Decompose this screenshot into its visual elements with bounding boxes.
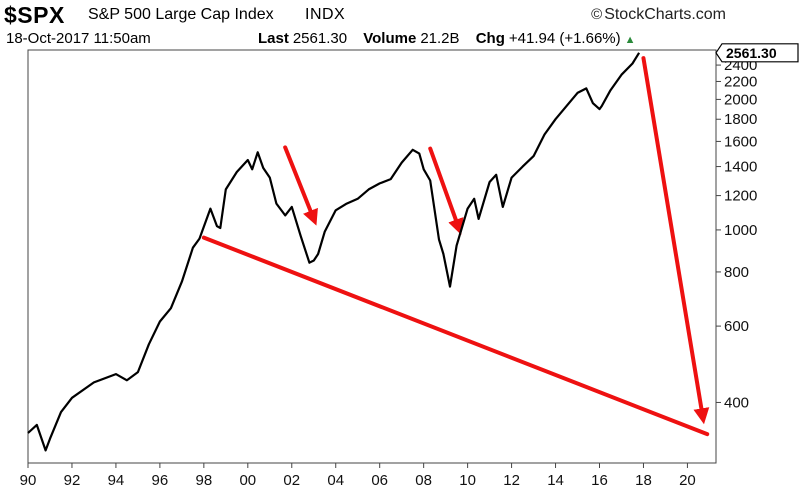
x-tick-label: 12 [503, 472, 520, 489]
y-axis: 4006008001000120014001600180020002200240… [716, 57, 757, 411]
annotation-layer [201, 56, 710, 437]
x-tick-label: 14 [547, 472, 564, 489]
y-tick-label: 800 [724, 264, 749, 281]
y-tick-label: 1400 [724, 159, 757, 176]
red-arrow-3 [641, 56, 710, 425]
x-tick-label: 08 [415, 472, 432, 489]
change-label: Chg [475, 30, 505, 47]
change-value: +41.94 (+1.66%) [508, 30, 621, 47]
last-price-tag [715, 43, 799, 63]
y-tick-label: 2200 [724, 73, 757, 90]
chart-header: $SPX S&P 500 Large Cap Index INDX © Stock… [0, 0, 800, 50]
index-name: S&P 500 Large Cap Index [88, 6, 274, 23]
x-tick-label: 96 [152, 472, 169, 489]
last-price-label: 2561.30 [726, 45, 777, 61]
x-tick-label: 98 [196, 472, 213, 489]
copyright-icon: © [591, 6, 603, 23]
x-tick-label: 10 [459, 472, 476, 489]
x-tick-label: 90 [20, 472, 37, 489]
x-tick-label: 04 [327, 472, 344, 489]
last-value: 2561.30 [292, 30, 348, 47]
y-tick-label: 2000 [724, 91, 757, 108]
x-tick-label: 20 [679, 472, 696, 489]
series-layer [27, 52, 641, 452]
brand-name: StockCharts.com [604, 6, 726, 23]
up-arrow-icon: ▲ [624, 34, 636, 46]
x-tick-label: 00 [239, 472, 256, 489]
last-label: Last [258, 30, 289, 47]
x-axis: 90 92 94 96 98 00 02 04 06 08 10 12 14 16 18 20 [20, 463, 696, 489]
y-tick-label: 1000 [724, 222, 757, 239]
volume-label: Volume [363, 30, 417, 47]
last-price-layer: 2561.30 [715, 43, 799, 63]
y-tick-label: 1200 [724, 188, 757, 205]
red-arrow-1 [283, 145, 318, 226]
y-tick-label: 1600 [724, 133, 757, 150]
quote-datetime: 18-Oct-2017 11:50am [6, 30, 151, 47]
y-tick-label: 1800 [724, 111, 757, 128]
x-tick-label: 92 [64, 472, 81, 489]
x-tick-label: 06 [371, 472, 388, 489]
quote-summary: Last 2561.30 Volume 21.2B Chg +41.94 (+1.66… [258, 30, 636, 47]
support-trendline [201, 235, 710, 437]
brand-watermark[interactable]: © StockCharts.com [591, 6, 726, 24]
x-tick-label: 02 [283, 472, 300, 489]
plot-border [27, 49, 717, 464]
x-tick-label: 16 [591, 472, 608, 489]
ticker-symbol[interactable]: $SPX [4, 2, 65, 28]
volume-value: 21.2B [420, 30, 460, 47]
plot-frame [27, 49, 717, 464]
y-tick-label: 600 [724, 318, 749, 335]
y-tick-label: 400 [724, 394, 749, 411]
red-arrow-2 [428, 146, 464, 235]
x-tick-label: 94 [108, 472, 125, 489]
exchange-label: INDX [305, 6, 346, 23]
x-tick-label: 18 [635, 472, 652, 489]
price-line-0 [27, 52, 641, 452]
